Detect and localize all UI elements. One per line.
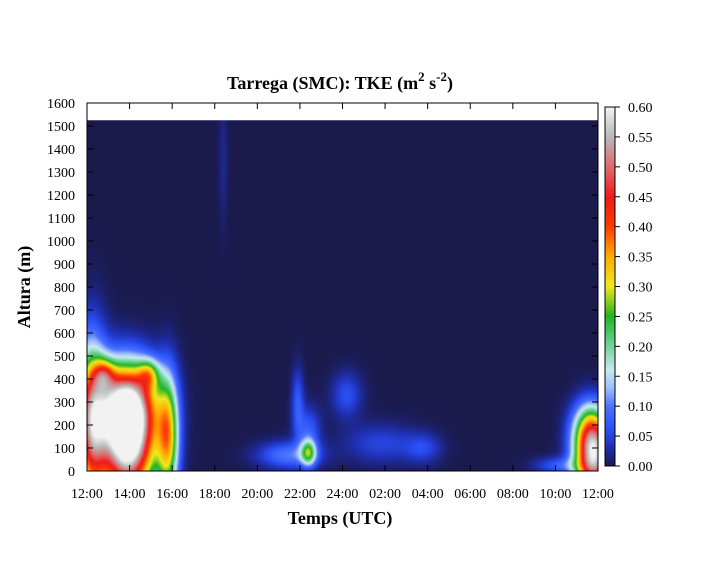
colorbar-tick-label: 0.45 — [628, 191, 653, 206]
y-tick-label: 1300 — [47, 166, 75, 181]
x-tick-label: 20:00 — [241, 487, 273, 502]
y-tick-label: 0 — [68, 465, 75, 480]
colorbar-gradient — [605, 107, 615, 466]
y-tick-label: 1200 — [47, 189, 75, 204]
chart-title: Tarrega (SMC): TKE (m2 s-2) — [227, 69, 453, 94]
chart-title-suffix: ) — [447, 73, 453, 94]
x-tick-label: 10:00 — [539, 487, 571, 502]
x-tick-label: 18:00 — [199, 487, 231, 502]
x-tick-label: 12:00 — [582, 487, 614, 502]
y-tick-label: 900 — [54, 258, 75, 273]
y-tick-label: 800 — [54, 281, 75, 296]
heatmap-image — [87, 120, 598, 472]
y-tick-label: 500 — [54, 350, 75, 365]
colorbar-tick-label: 0.20 — [628, 340, 653, 355]
y-tick-label: 300 — [54, 396, 75, 411]
colorbar-tick-label: 0.05 — [628, 430, 653, 445]
y-axis-title: Altura (m) — [14, 246, 35, 328]
plot-area — [86, 102, 599, 472]
y-tick-label: 1100 — [48, 212, 75, 227]
x-tick-label: 06:00 — [454, 487, 486, 502]
y-tick-label: 1000 — [47, 235, 75, 250]
chart-title-prefix: Tarrega (SMC): TKE (m — [227, 73, 418, 94]
y-axis: 0 100 200 300 400 500 600 700 800 900 1000 1100 1200… — [47, 97, 598, 480]
chart-title-mid: s — [425, 73, 437, 93]
x-tick-label: 14:00 — [114, 487, 146, 502]
colorbar-tick-label: 0.25 — [628, 310, 653, 325]
colorbar: 0.00 0.05 0.10 0.15 0.20 0.25 0.30 0.35 0.40 0.45… — [604, 101, 653, 475]
y-tick-label: 1400 — [47, 143, 75, 158]
x-tick-label: 24:00 — [327, 487, 359, 502]
x-tick-label: 22:00 — [284, 487, 316, 502]
y-tick-label: 600 — [54, 327, 75, 342]
colorbar-tick-label: 0.60 — [628, 101, 653, 116]
y-tick-label: 1500 — [47, 120, 75, 135]
x-tick-label: 08:00 — [497, 487, 529, 502]
chart-title-sup1: 2 — [418, 69, 425, 84]
x-axis: 12:00 14:00 16:00 18:00 20:00 22:00 24:00 02:00… — [71, 103, 614, 502]
colorbar-tick-label: 0.40 — [628, 221, 653, 236]
x-tick-label: 12:00 — [71, 487, 103, 502]
x-tick-label: 16:00 — [156, 487, 188, 502]
y-tick-label: 200 — [54, 419, 75, 434]
y-tick-label: 1600 — [47, 97, 75, 112]
y-tick-label: 400 — [54, 373, 75, 388]
colorbar-tick-label: 0.00 — [628, 460, 653, 475]
x-axis-title: Temps (UTC) — [288, 508, 393, 529]
colorbar-tick-label: 0.35 — [628, 251, 653, 266]
colorbar-tick-label: 0.30 — [628, 281, 653, 296]
y-tick-label: 700 — [54, 304, 75, 319]
y-tick-label: 100 — [54, 442, 75, 457]
colorbar-tick-label: 0.15 — [628, 370, 653, 385]
x-tick-label: 02:00 — [369, 487, 401, 502]
x-tick-label: 04:00 — [412, 487, 444, 502]
colorbar-ticks: 0.00 0.05 0.10 0.15 0.20 0.25 0.30 0.35 0.40 0.45… — [615, 101, 653, 475]
colorbar-tick-label: 0.10 — [628, 400, 653, 415]
colorbar-tick-label: 0.50 — [628, 161, 653, 176]
chart-title-sup2: -2 — [436, 69, 447, 84]
colorbar-tick-label: 0.55 — [628, 131, 653, 146]
